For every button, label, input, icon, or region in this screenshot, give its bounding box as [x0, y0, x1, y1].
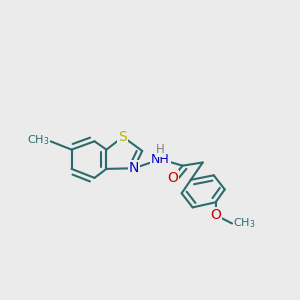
Text: CH$_3$: CH$_3$ [233, 217, 256, 230]
Text: O: O [210, 208, 221, 222]
Text: N: N [129, 161, 139, 175]
Text: NH: NH [151, 153, 170, 166]
Text: CH$_3$: CH$_3$ [27, 133, 49, 147]
Text: O: O [167, 171, 178, 185]
Text: S: S [118, 130, 127, 144]
Text: H: H [156, 143, 165, 156]
